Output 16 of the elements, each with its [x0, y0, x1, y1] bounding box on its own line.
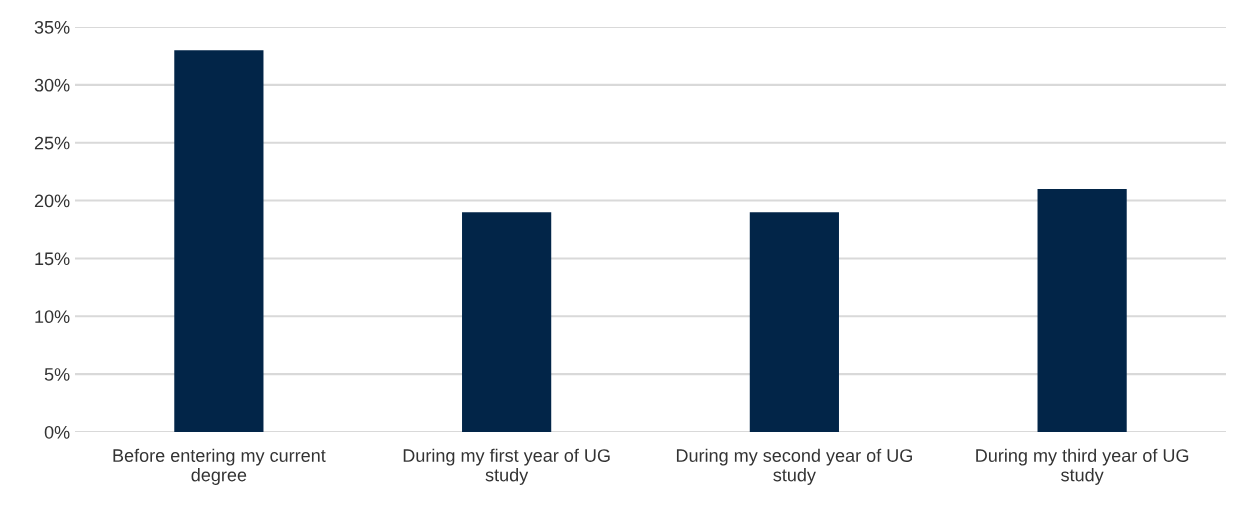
x-tick-label: During my third year of UG study — [976, 448, 1189, 485]
y-tick-label: 15% — [35, 252, 70, 266]
bar — [1037, 189, 1127, 432]
y-tick-label: 10% — [35, 310, 70, 324]
y-tick-label: 0% — [44, 425, 70, 439]
y-tick-label: 20% — [34, 194, 70, 208]
bar — [174, 50, 264, 432]
x-tick-label: During my second year of UG study — [676, 448, 912, 485]
bar — [462, 212, 552, 432]
x-tick-label: Before entering my current degree — [113, 448, 326, 485]
y-tick-label: 30% — [34, 78, 70, 92]
y-tick-label: 5% — [44, 368, 70, 381]
bar — [749, 212, 839, 432]
y-tick-label: 25% — [34, 136, 70, 150]
y-tick-label: 35% — [34, 20, 70, 34]
x-tick-label: During my first year of UG study — [403, 448, 610, 485]
